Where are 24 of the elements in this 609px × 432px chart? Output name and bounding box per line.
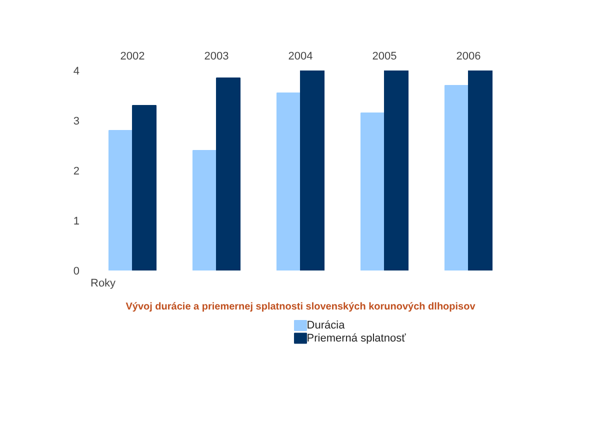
bar: [360, 112, 385, 270]
legend-label: Priemerná splatnosť: [306, 332, 407, 344]
bar: [132, 105, 157, 270]
y-tick-label: 3: [73, 116, 80, 128]
x-axis-title: Roky: [90, 278, 116, 290]
y-tick-label: 2: [73, 166, 80, 178]
bar: [192, 150, 217, 270]
bar: [300, 70, 325, 270]
legend-label: Durácia: [306, 320, 346, 332]
x-tick-label: 2004: [288, 50, 313, 62]
x-tick-label: 2006: [456, 50, 481, 62]
x-tick-label: 2003: [204, 50, 229, 62]
bar: [108, 130, 133, 270]
bar: [216, 78, 241, 270]
x-tick-label: 2005: [372, 50, 397, 62]
text: Vývoj durácie a priemernej splatnosti slovenských korunových dlhopisov: [126, 302, 476, 312]
bar: [276, 92, 301, 270]
x-tick-label: 2002: [120, 50, 145, 62]
bar: [468, 70, 493, 270]
y-tick-label: 1: [73, 216, 80, 228]
bar: [444, 85, 469, 270]
bar: [384, 70, 409, 270]
y-tick-label: 4: [73, 66, 80, 78]
y-tick-label: 0: [73, 266, 80, 278]
